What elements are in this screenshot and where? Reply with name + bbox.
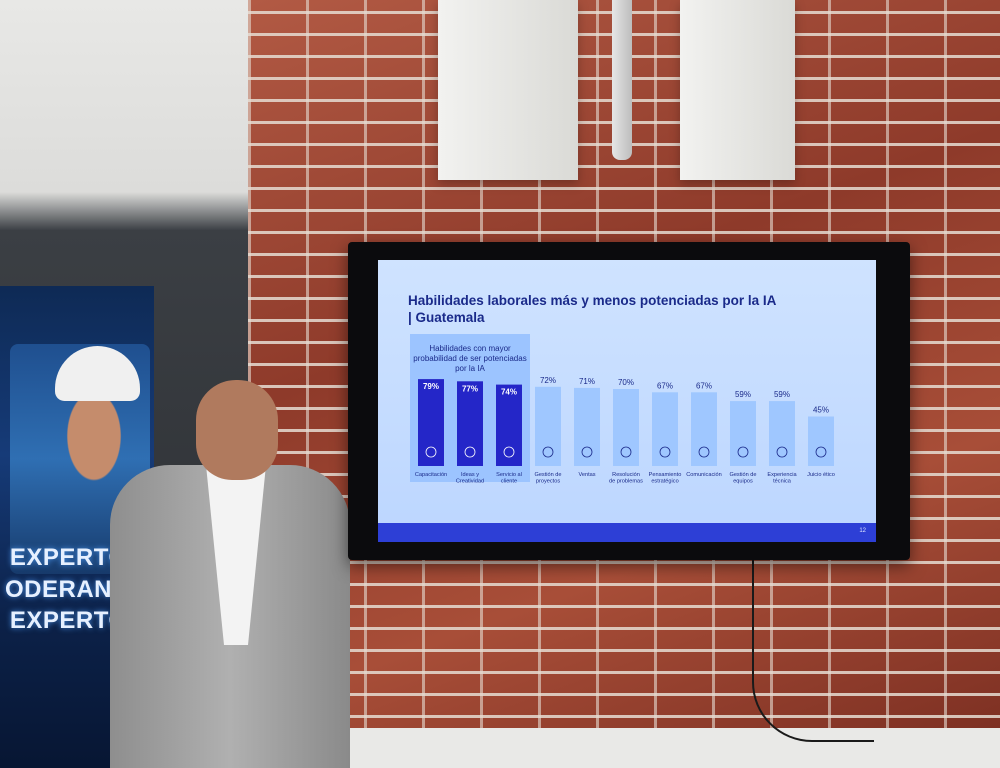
bar-0 <box>418 379 444 466</box>
ceiling-beam-right <box>680 0 795 180</box>
bar-9 <box>769 401 795 466</box>
slide-title: Habilidades laborales más y menos potenc… <box>408 292 848 326</box>
tv-cable <box>752 560 874 742</box>
bar-2 <box>496 384 522 466</box>
ceiling-beam-left <box>438 0 578 180</box>
presentation-slide: Habilidades laborales más y menos potenc… <box>378 260 876 542</box>
skill-icon-7 <box>698 446 710 458</box>
bar-value-label-9: 59% <box>774 390 790 399</box>
bar-value-label-7: 67% <box>696 381 712 390</box>
skill-icon-5 <box>620 446 632 458</box>
bar-value-label-5: 70% <box>618 378 634 387</box>
category-label-8: Gestión de equipos <box>729 472 756 485</box>
bar-value-label-6: 67% <box>657 381 673 390</box>
bar-value-label-2: 74% <box>501 388 517 397</box>
bar-value-label-0: 79% <box>423 382 439 391</box>
skill-icon-8 <box>737 446 749 458</box>
category-label-0: Capacitación <box>415 472 447 478</box>
skills-bar-chart: 79% Capacitación 77% Ideas y Creatividad 74% S… <box>415 376 835 485</box>
slide-title-line-1: Habilidades laborales más y menos potenc… <box>408 293 777 308</box>
skill-icon-10 <box>815 446 827 458</box>
presenter-head <box>196 380 278 480</box>
bar-1 <box>457 381 483 466</box>
skill-icon-6 <box>659 446 671 458</box>
bar-8 <box>730 401 756 466</box>
bar-value-label-8: 59% <box>735 390 751 399</box>
category-label-7: Comunicación <box>686 472 721 478</box>
bar-5 <box>613 389 639 466</box>
bar-3 <box>535 386 561 466</box>
bar-value-label-3: 72% <box>540 376 556 385</box>
category-label-10: Juicio ético <box>807 472 835 478</box>
category-label-3: Gestión de proyectos <box>534 472 561 485</box>
slide-footer-bar: 12 <box>378 523 876 542</box>
bar-value-label-4: 71% <box>579 377 595 386</box>
slide-title-line-2: | Guatemala <box>408 310 485 325</box>
presenter <box>110 380 360 768</box>
counter-top <box>300 728 1000 768</box>
bar-4 <box>574 387 600 466</box>
skill-icon-9 <box>776 446 788 458</box>
bar-10 <box>808 416 834 466</box>
category-label-9: Experiencia técnica <box>767 472 797 485</box>
skill-icon-2 <box>503 446 515 458</box>
bar-value-label-1: 77% <box>462 384 478 393</box>
bar-value-label-10: 45% <box>813 406 829 415</box>
skill-icon-4 <box>581 446 593 458</box>
skill-icon-1 <box>464 446 476 458</box>
category-label-1: Ideas y Creatividad <box>456 472 484 485</box>
bar-6 <box>652 392 678 466</box>
skill-icon-0 <box>425 446 437 458</box>
category-label-5: Resolución de problemas <box>609 472 643 485</box>
highlight-group-label: Habilidades con mayor probabilidad de se… <box>413 344 527 373</box>
category-label-2: Servicio al cliente <box>496 472 522 485</box>
category-label-4: Ventas <box>578 472 595 478</box>
skill-icon-3 <box>542 446 554 458</box>
ceiling-pipe <box>612 0 632 160</box>
slide-page-number: 12 <box>859 528 866 534</box>
bar-7 <box>691 392 717 466</box>
category-label-6: Pensamiento estratégico <box>649 472 682 485</box>
tv-monitor: Habilidades laborales más y menos potenc… <box>348 242 910 560</box>
